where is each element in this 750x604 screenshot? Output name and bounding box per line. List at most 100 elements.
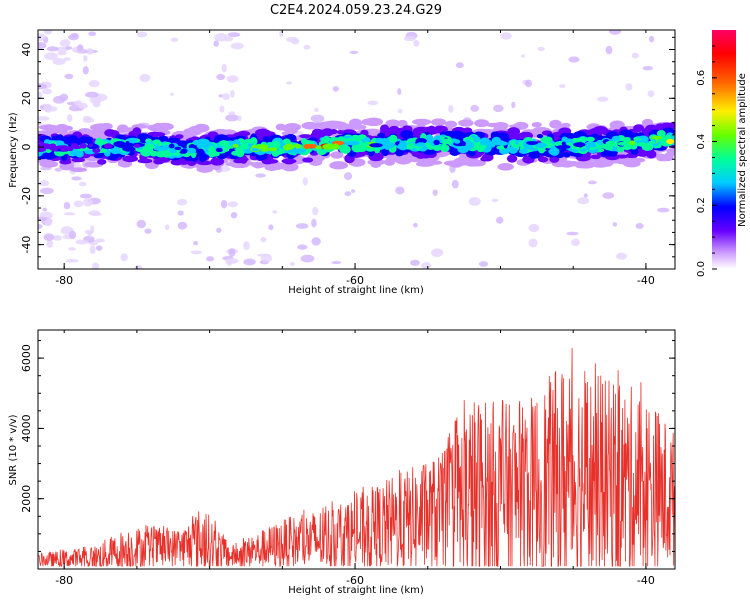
speckle-mark <box>44 52 59 60</box>
band-cell <box>261 158 274 165</box>
speckle-mark <box>647 90 655 98</box>
band-hotspot <box>480 141 487 146</box>
speckle-mark <box>225 114 240 122</box>
speckle-mark <box>144 228 152 234</box>
band-hotspot <box>153 147 167 151</box>
speckle-mark <box>397 88 402 95</box>
band-cell <box>338 144 348 150</box>
band-cell <box>143 143 155 153</box>
speckle-mark <box>59 93 69 102</box>
speckle-mark <box>57 50 67 56</box>
band-hotspot <box>596 139 605 145</box>
speckle-mark <box>410 259 420 266</box>
band-hotspot <box>174 146 182 151</box>
band-cell <box>374 137 385 144</box>
speckle-mark <box>63 201 71 210</box>
speckle-mark <box>83 197 93 207</box>
x-tick-label: -40 <box>637 574 655 587</box>
band-cell <box>97 158 107 165</box>
speckle-mark <box>566 231 579 236</box>
band-hotspot <box>59 146 68 152</box>
speckle-mark <box>314 107 319 112</box>
band-cell <box>377 132 385 138</box>
band-hotspot <box>413 143 425 147</box>
speckle-mark <box>631 52 639 59</box>
band-cell <box>367 150 375 157</box>
speckle-mark <box>65 46 73 50</box>
speckle-mark <box>272 210 278 214</box>
speckle-mark <box>431 248 444 257</box>
spectrogram-panel: -80 -60 -40 -40 -20 0 20 40 Height of straight … <box>8 29 676 296</box>
band-cell <box>591 160 610 168</box>
speckle-mark <box>71 176 82 181</box>
speckle-mark <box>286 81 293 85</box>
band-hotspot <box>465 142 475 146</box>
band-cell <box>367 159 386 166</box>
speckle-mark <box>470 104 480 112</box>
speckle-mark <box>52 235 62 241</box>
speckle-mark <box>310 114 325 123</box>
band-cell <box>198 153 208 161</box>
speckle-mark <box>243 258 256 266</box>
band-cell <box>609 120 625 130</box>
speckle-mark <box>216 73 226 81</box>
speckle-mark <box>75 239 89 245</box>
colorbar-tick-label: 0.0 <box>696 261 707 277</box>
y-tick-label: 0 <box>20 144 33 151</box>
speckle-mark <box>52 58 66 66</box>
speckle-mark <box>230 89 235 98</box>
speckle-mark <box>170 37 179 42</box>
band-hotspot <box>534 142 547 149</box>
band-hotspot <box>666 138 675 145</box>
band-cell <box>197 160 213 166</box>
band-cell <box>336 130 345 135</box>
band-cell <box>302 157 314 163</box>
speckle-mark <box>206 256 215 262</box>
band-cell <box>531 121 542 128</box>
band-cell <box>197 138 209 147</box>
speckle-mark <box>403 35 416 42</box>
speckle-mark <box>587 180 597 185</box>
band-hotspot <box>88 143 93 148</box>
band-hotspot <box>241 144 248 148</box>
spectrogram-ticks: -80 -60 -40 -40 -20 0 20 40 <box>20 30 675 287</box>
speckle-mark <box>260 237 267 243</box>
band-cell <box>395 148 404 157</box>
band-cell <box>440 144 450 153</box>
speckle-mark <box>300 254 315 263</box>
speckle-mark <box>79 193 93 199</box>
speckle-mark <box>65 259 79 263</box>
speckle-mark <box>349 50 359 54</box>
speckle-mark <box>432 189 438 196</box>
y-tick-label: 40 <box>20 43 33 57</box>
speckle-mark <box>88 80 100 88</box>
band-hotspot <box>268 147 278 152</box>
speckle-mark <box>218 94 224 98</box>
speckle-mark <box>120 253 128 262</box>
speckle-mark <box>46 239 54 248</box>
speckle-mark <box>230 42 244 50</box>
speckle-mark <box>177 210 184 216</box>
band-hotspot <box>42 144 48 150</box>
band-cell <box>432 145 442 152</box>
speckle-mark <box>136 219 147 229</box>
band-hotspot <box>197 148 204 154</box>
speckle-mark <box>311 237 321 246</box>
speckle-mark <box>38 224 43 229</box>
speckle-mark <box>216 227 222 233</box>
speckle-mark <box>312 206 319 216</box>
snr-frame <box>37 329 676 570</box>
speckle-mark <box>40 187 54 195</box>
band-hotspot <box>369 143 383 148</box>
band-cell <box>474 119 490 128</box>
band-cell <box>423 126 434 134</box>
spectrogram-frame <box>37 29 676 270</box>
band-cell <box>283 158 295 165</box>
speckle-mark <box>493 104 504 113</box>
band-hotspot <box>133 143 141 148</box>
speckle-mark <box>63 57 71 61</box>
speckle-mark <box>77 102 88 110</box>
band-hotspot <box>649 140 655 144</box>
band-hotspot <box>566 142 573 147</box>
speckle-mark <box>559 84 566 89</box>
